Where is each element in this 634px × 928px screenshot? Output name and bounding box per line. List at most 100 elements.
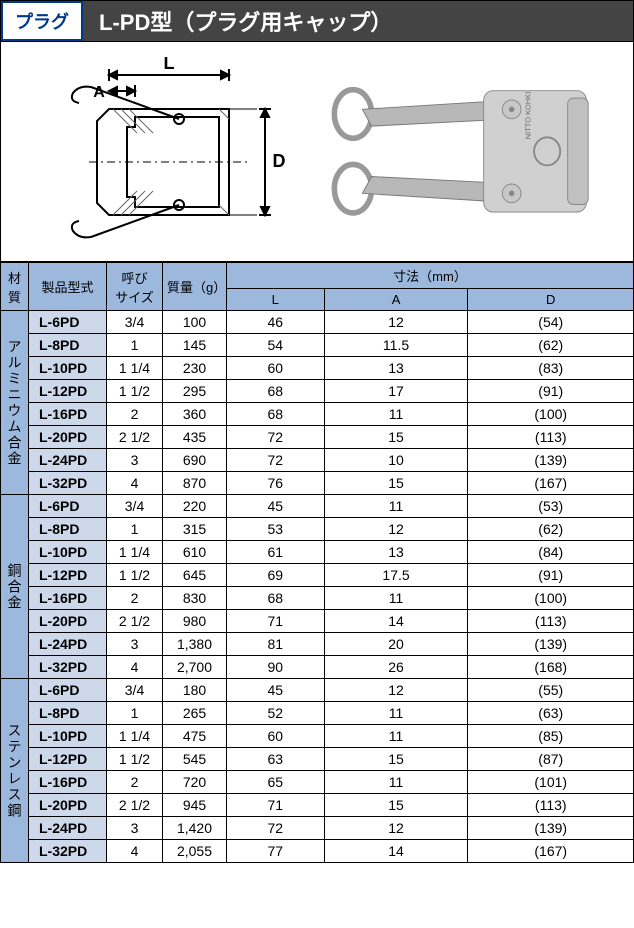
D-cell: (100)	[468, 587, 634, 610]
D-cell: (167)	[468, 472, 634, 495]
D-cell: (87)	[468, 748, 634, 771]
size-cell: 2 1/2	[107, 794, 163, 817]
size-cell: 3	[107, 633, 163, 656]
model-cell: L-6PD	[29, 311, 107, 334]
size-cell: 3/4	[107, 495, 163, 518]
size-cell: 4	[107, 656, 163, 679]
L-cell: 60	[227, 725, 325, 748]
model-cell: L-32PD	[29, 840, 107, 863]
table-row: L-8PD13155312(62)	[1, 518, 634, 541]
size-cell: 2 1/2	[107, 610, 163, 633]
product-photo: NITTO KOHKI	[325, 72, 605, 231]
model-cell: L-24PD	[29, 633, 107, 656]
L-cell: 63	[227, 748, 325, 771]
table-row: 銅合金L-6PD3/42204511(53)	[1, 495, 634, 518]
L-cell: 52	[227, 702, 325, 725]
model-cell: L-12PD	[29, 748, 107, 771]
A-cell: 12	[324, 817, 468, 840]
dim-label-L: L	[164, 57, 175, 73]
L-cell: 76	[227, 472, 325, 495]
mass-cell: 610	[163, 541, 227, 564]
mass-cell: 545	[163, 748, 227, 771]
A-cell: 14	[324, 610, 468, 633]
A-cell: 11	[324, 403, 468, 426]
table-row: L-16PD28306811(100)	[1, 587, 634, 610]
D-cell: (62)	[468, 334, 634, 357]
D-cell: (55)	[468, 679, 634, 702]
th-model: 製品型式	[29, 263, 107, 311]
mass-cell: 475	[163, 725, 227, 748]
model-cell: L-12PD	[29, 380, 107, 403]
D-cell: (63)	[468, 702, 634, 725]
D-cell: (54)	[468, 311, 634, 334]
A-cell: 12	[324, 679, 468, 702]
L-cell: 68	[227, 380, 325, 403]
A-cell: 17	[324, 380, 468, 403]
brand-text: NITTO KOHKI	[523, 92, 532, 139]
D-cell: (85)	[468, 725, 634, 748]
table-row: L-12PD1 1/25456315(87)	[1, 748, 634, 771]
D-cell: (139)	[468, 633, 634, 656]
A-cell: 10	[324, 449, 468, 472]
L-cell: 71	[227, 794, 325, 817]
size-cell: 1 1/2	[107, 380, 163, 403]
dim-label-D: D	[273, 151, 286, 171]
table-row: L-10PD1 1/44756011(85)	[1, 725, 634, 748]
table-row: L-20PD2 1/24357215(113)	[1, 426, 634, 449]
A-cell: 26	[324, 656, 468, 679]
size-cell: 2 1/2	[107, 426, 163, 449]
D-cell: (168)	[468, 656, 634, 679]
model-cell: L-20PD	[29, 794, 107, 817]
th-L: L	[227, 289, 325, 311]
table-row: L-24PD31,3808120(139)	[1, 633, 634, 656]
model-cell: L-8PD	[29, 334, 107, 357]
table-row: L-24PD31,4207212(139)	[1, 817, 634, 840]
header-tag: プラグ	[1, 1, 83, 41]
L-cell: 68	[227, 403, 325, 426]
mass-cell: 980	[163, 610, 227, 633]
L-cell: 54	[227, 334, 325, 357]
header-bar: プラグ L-PD型（プラグ用キャップ）	[0, 0, 634, 42]
model-cell: L-12PD	[29, 564, 107, 587]
mass-cell: 435	[163, 426, 227, 449]
th-dims: 寸法（mm）	[227, 263, 634, 289]
table-row: L-20PD2 1/29807114(113)	[1, 610, 634, 633]
table-row: L-10PD1 1/42306013(83)	[1, 357, 634, 380]
D-cell: (100)	[468, 403, 634, 426]
mass-cell: 720	[163, 771, 227, 794]
diagram-area: L A D	[0, 42, 634, 262]
A-cell: 11	[324, 495, 468, 518]
L-cell: 72	[227, 426, 325, 449]
D-cell: (84)	[468, 541, 634, 564]
D-cell: (91)	[468, 564, 634, 587]
size-cell: 1 1/4	[107, 357, 163, 380]
mass-cell: 145	[163, 334, 227, 357]
L-cell: 72	[227, 817, 325, 840]
th-material: 材質	[1, 263, 29, 311]
mass-cell: 1,420	[163, 817, 227, 840]
spec-table: 材質 製品型式 呼び サイズ 質量（g） 寸法（mm） L A D アルミニウム…	[0, 262, 634, 863]
model-cell: L-8PD	[29, 518, 107, 541]
mass-cell: 295	[163, 380, 227, 403]
model-cell: L-20PD	[29, 610, 107, 633]
model-cell: L-32PD	[29, 472, 107, 495]
D-cell: (113)	[468, 610, 634, 633]
mass-cell: 690	[163, 449, 227, 472]
A-cell: 14	[324, 840, 468, 863]
size-cell: 1	[107, 518, 163, 541]
model-cell: L-24PD	[29, 449, 107, 472]
table-header-row: 材質 製品型式 呼び サイズ 質量（g） 寸法（mm）	[1, 263, 634, 289]
A-cell: 17.5	[324, 564, 468, 587]
A-cell: 20	[324, 633, 468, 656]
mass-cell: 100	[163, 311, 227, 334]
L-cell: 69	[227, 564, 325, 587]
th-A: A	[324, 289, 468, 311]
th-mass: 質量（g）	[163, 263, 227, 311]
material-cell: ステンレス鋼	[1, 679, 29, 863]
D-cell: (139)	[468, 449, 634, 472]
th-D: D	[468, 289, 634, 311]
L-cell: 53	[227, 518, 325, 541]
L-cell: 90	[227, 656, 325, 679]
model-cell: L-24PD	[29, 817, 107, 840]
table-row: L-32PD48707615(167)	[1, 472, 634, 495]
